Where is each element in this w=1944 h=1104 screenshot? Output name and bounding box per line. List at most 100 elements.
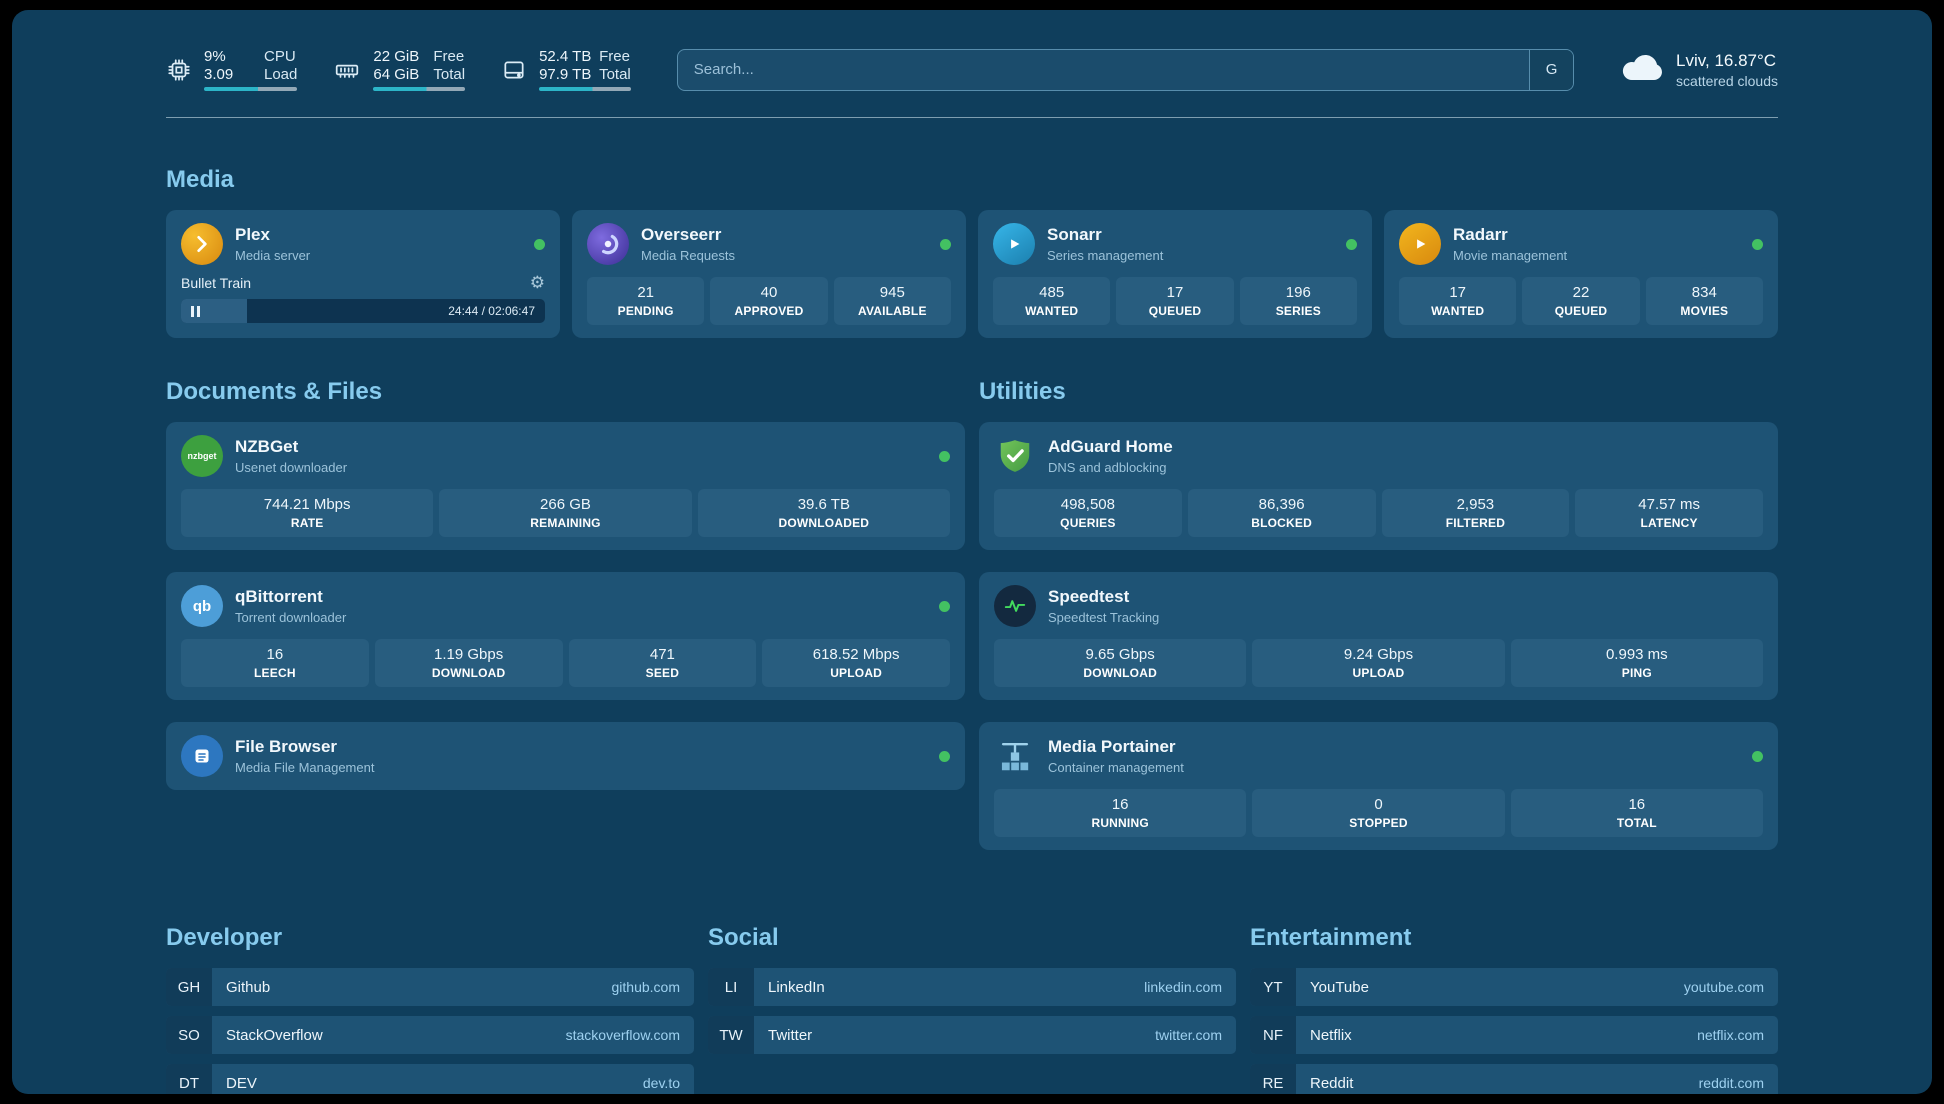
stat-label: LATENCY (1640, 516, 1698, 530)
app-name: Speedtest (1048, 587, 1130, 607)
app-card-radarr[interactable]: Radarr Movie management 17 WANTED 22 QUEUE… (1384, 210, 1778, 338)
bookmark-linkedin[interactable]: LI LinkedIn linkedin.com (708, 968, 1236, 1006)
plex-header: Plex Media server (181, 223, 545, 265)
nzbget-icon-text: nzbget (187, 451, 217, 461)
memory-values: 22 GiB Free 64 GiB Total (373, 48, 466, 91)
stat-upload: 9.24 Gbps UPLOAD (1252, 639, 1505, 687)
stat-queued: 22 QUEUED (1522, 277, 1640, 325)
radarr-stats: 17 WANTED 22 QUEUED 834 MOVIES (1399, 277, 1763, 325)
plex-meta: Plex Media server (235, 225, 310, 263)
stat-blocked: 86,396 BLOCKED (1187, 489, 1376, 537)
bookmark-name: Reddit (1310, 1074, 1354, 1092)
bookmark-netflix[interactable]: NF Netflix netflix.com (1250, 1016, 1778, 1054)
developer-column: Developer GH Github github.com SO StackO… (166, 924, 694, 1094)
disk-free-label: Free (599, 48, 630, 65)
stat-value: 16 (1628, 796, 1646, 813)
overseerr-header: Overseerr Media Requests (587, 223, 951, 265)
portainer-stats: 16 RUNNING 0 STOPPED 16 TOTAL (994, 789, 1763, 837)
app-card-nzbget[interactable]: nzbget NZBGet Usenet downloader 744.21 M… (166, 422, 965, 550)
sonarr-stats: 485 WANTED 17 QUEUED 196 SERIES (993, 277, 1357, 325)
qbittorrent-icon: qb (181, 585, 223, 627)
app-subtitle: Movie management (1453, 247, 1568, 263)
dashboard-content: 9% CPU 3.09 Load 22 GiB Free 64 GiB (166, 10, 1778, 1094)
section-title-social: Social (708, 924, 779, 951)
section-title-utilities: Utilities (979, 378, 1066, 405)
pause-icon[interactable] (191, 305, 200, 317)
stat-queued: 17 QUEUED (1116, 277, 1234, 325)
stat-value: 39.6 TB (797, 496, 850, 513)
bookmark-twitter[interactable]: TW Twitter twitter.com (708, 1016, 1236, 1054)
app-subtitle: Container management (1048, 759, 1184, 775)
bookmark-reddit[interactable]: RE Reddit reddit.com (1250, 1064, 1778, 1094)
disk-total: 97.9 TB (539, 66, 592, 83)
bookmark-stackoverflow[interactable]: SO StackOverflow stackoverflow.com (166, 1016, 694, 1054)
entertainment-column: Entertainment YT YouTube youtube.com NF … (1250, 924, 1778, 1094)
stat-label: SEED (645, 666, 680, 680)
app-subtitle: DNS and adblocking (1048, 459, 1167, 475)
app-card-portainer[interactable]: Media Portainer Container management 16 R… (979, 722, 1778, 850)
stat-approved: 40 APPROVED (710, 277, 828, 325)
stat-wanted: 485 WANTED (993, 277, 1111, 325)
search-input[interactable] (676, 48, 1575, 91)
bookmark-abbr: LI (708, 968, 754, 1006)
overseerr-stats: 21 PENDING 40 APPROVED 945 AVAILABLE (587, 277, 951, 325)
app-card-adguard[interactable]: AdGuard Home DNS and adblocking 498,508 Q… (979, 422, 1778, 550)
filebrowser-icon (181, 735, 223, 777)
radarr-meta: Radarr Movie management (1453, 225, 1567, 263)
cpu-stat: 9% CPU 3.09 Load (166, 48, 298, 91)
speedtest-header: Speedtest Speedtest Tracking (994, 585, 1763, 627)
overseerr-icon (587, 223, 629, 265)
stat-pending: 21 PENDING (587, 277, 705, 325)
bookmark-dev[interactable]: DT DEV dev.to (166, 1064, 694, 1094)
stat-value: 1.19 Gbps (434, 646, 504, 663)
stat-value: 0.993 ms (1605, 646, 1668, 663)
status-dot (940, 238, 951, 250)
cpu-icon (166, 57, 192, 83)
status-dot (939, 600, 950, 612)
stat-label: WANTED (1431, 304, 1485, 318)
bookmark-github[interactable]: GH Github github.com (166, 968, 694, 1006)
bookmark-name: DEV (226, 1074, 257, 1092)
gear-icon[interactable]: ⚙ (529, 273, 545, 292)
bookmark-name: Netflix (1310, 1026, 1352, 1044)
app-card-sonarr[interactable]: Sonarr Series management 485 WANTED 17 QUE… (978, 210, 1372, 338)
memory-icon (333, 57, 361, 83)
cpu-load: 3.09 (204, 66, 234, 83)
plex-progress-bar[interactable]: 24:44 / 02:06:47 (181, 299, 545, 323)
stat-running: 16 RUNNING (994, 789, 1247, 837)
stat-value: 17 (1449, 284, 1466, 301)
bookmark-url: netflix.com (1697, 1027, 1764, 1043)
stat-download: 9.65 Gbps DOWNLOAD (994, 639, 1247, 687)
disk-stat: 52.4 TB Free 97.9 TB Total (501, 48, 631, 91)
app-name: Radarr (1453, 225, 1508, 245)
radarr-header: Radarr Movie management (1399, 223, 1763, 265)
app-subtitle: Media Requests (641, 247, 735, 263)
sonarr-header: Sonarr Series management (993, 223, 1357, 265)
app-card-overseerr[interactable]: Overseerr Media Requests 21 PENDING 40 APP… (572, 210, 966, 338)
stat-label: QUEUED (1554, 304, 1608, 318)
section-title-documents: Documents & Files (166, 378, 383, 405)
weather-location: Lviv, 16.87°C (1676, 50, 1777, 70)
app-card-filebrowser[interactable]: File Browser Media File Management (166, 722, 965, 790)
app-card-qbittorrent[interactable]: qb qBittorrent Torrent downloader 16 LEEC… (166, 572, 965, 700)
bookmark-abbr: TW (708, 1016, 754, 1054)
nzbget-stats: 744.21 Mbps RATE 266 GB REMAINING 39.6 TB D… (181, 489, 950, 537)
stat-value: 834 (1691, 284, 1717, 301)
app-card-plex[interactable]: Plex Media server Bullet Train ⚙ 24:44 /… (166, 210, 560, 338)
stat-label: TOTAL (1616, 816, 1657, 830)
stat-rate: 744.21 Mbps RATE (181, 489, 434, 537)
nzbget-icon: nzbget (181, 435, 223, 477)
app-card-speedtest[interactable]: Speedtest Speedtest Tracking 9.65 Gbps DO… (979, 572, 1778, 700)
qbittorrent-icon-text: qb (192, 597, 212, 615)
search-engine-button[interactable]: G (1529, 49, 1574, 90)
bookmarks-section: Developer GH Github github.com SO StackO… (166, 924, 1778, 1094)
bookmark-url: stackoverflow.com (565, 1027, 680, 1043)
weather-condition: scattered clouds (1676, 72, 1778, 89)
qbittorrent-meta: qBittorrent Torrent downloader (235, 587, 346, 625)
bookmark-abbr: SO (166, 1016, 212, 1054)
stat-value: 485 (1039, 284, 1065, 301)
bookmark-youtube[interactable]: YT YouTube youtube.com (1250, 968, 1778, 1006)
stat-label: BLOCKED (1251, 516, 1312, 530)
status-dot (1346, 238, 1357, 250)
stat-value: 40 (760, 284, 778, 301)
